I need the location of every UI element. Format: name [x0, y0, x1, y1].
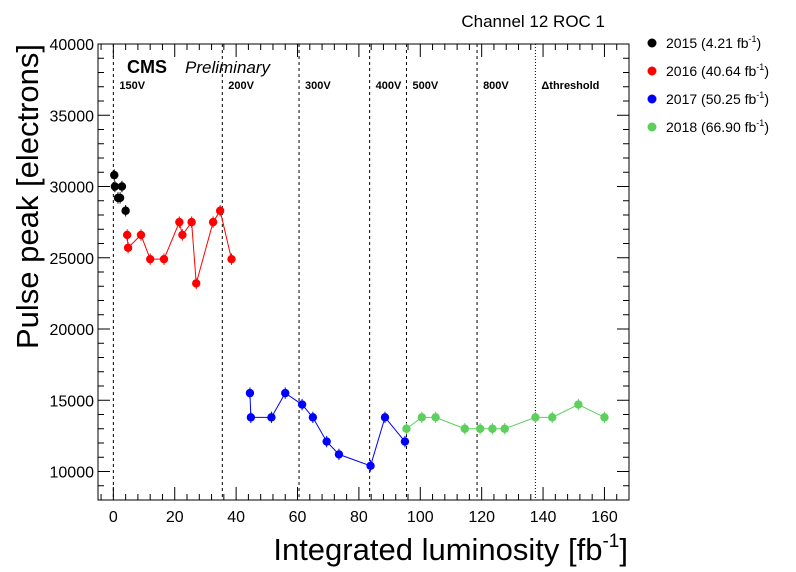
data-point — [123, 243, 133, 252]
data-point — [574, 400, 583, 409]
data-point — [187, 217, 196, 227]
data-point — [267, 413, 276, 422]
data-point — [600, 413, 609, 422]
y-tick-label: 30000 — [50, 180, 95, 197]
data-point — [488, 424, 497, 433]
series-2017 — [245, 387, 410, 472]
plot-frame — [97, 43, 630, 501]
data-point — [136, 230, 146, 240]
data-point — [322, 437, 331, 446]
data-point — [115, 193, 125, 203]
y-tick-label: 15000 — [50, 393, 95, 410]
x-tick-label: 100 — [407, 509, 434, 526]
y-axis-title: Pulse peak [electrons] — [10, 44, 45, 349]
legend-marker — [647, 122, 657, 132]
x-tick-label: 140 — [530, 509, 557, 526]
legend-entry: 2015 (4.21 fb-1) — [666, 34, 761, 51]
data-point — [431, 413, 440, 422]
x-tick-label: 20 — [166, 509, 184, 526]
data-point — [402, 424, 411, 433]
separator-label: 150V — [119, 80, 145, 92]
legend-entry: 2017 (50.25 fb-1) — [666, 90, 769, 107]
legend-marker — [647, 66, 657, 76]
legend-marker — [647, 38, 657, 48]
data-point — [208, 217, 218, 227]
data-point — [281, 388, 290, 398]
period-separators: 150V 200V 300V 400V 500V 800V Δthreshold — [112, 44, 599, 500]
legend: 2015 (4.21 fb-1) 2016 (40.64 fb-1) 2017 (5… — [647, 34, 769, 135]
data-point — [110, 170, 119, 180]
data-point — [145, 254, 155, 264]
y-axis: 10000 15000 20000 25000 30000 35000 40000 — [50, 37, 629, 501]
data-point — [175, 217, 184, 227]
data-point — [334, 450, 344, 459]
y-tick-label: 20000 — [50, 322, 95, 339]
separator-label: 800V — [483, 80, 509, 92]
y-tick-label: 10000 — [50, 465, 95, 482]
data-point — [245, 388, 255, 398]
data-point — [475, 424, 485, 433]
channel-label: Channel 12 ROC 1 — [461, 12, 605, 31]
data-point — [366, 461, 375, 470]
x-tick-label: 60 — [289, 509, 307, 526]
legend-entry: 2018 (66.90 fb-1) — [666, 118, 769, 135]
separator-label: 400V — [376, 80, 402, 92]
legend-entry: 2016 (40.64 fb-1) — [666, 62, 769, 79]
y-tick-label: 35000 — [50, 108, 95, 125]
data-point — [417, 413, 427, 422]
data-point — [117, 182, 127, 191]
data-series — [110, 169, 609, 472]
data-point — [122, 230, 132, 240]
separator-label: 500V — [412, 80, 438, 92]
series-2015 — [110, 169, 130, 217]
series-2018 — [402, 398, 609, 435]
series-2016 — [122, 205, 236, 290]
preliminary-label: Preliminary — [185, 58, 272, 77]
x-axis-title-unit-exponent: -1 — [602, 531, 619, 552]
x-tick-label: 120 — [468, 509, 495, 526]
x-axis-title: Integrated luminosity [fb-1] — [273, 531, 628, 567]
data-point — [500, 424, 509, 433]
series-line — [249, 392, 406, 467]
x-tick-label: 40 — [227, 509, 245, 526]
data-point — [308, 413, 318, 422]
separator-label: 300V — [305, 80, 331, 92]
x-tick-label: 160 — [591, 509, 618, 526]
x-tick-label: 0 — [109, 509, 118, 526]
data-point — [531, 413, 540, 422]
data-point — [548, 413, 557, 422]
data-point — [192, 279, 201, 288]
data-point — [159, 254, 169, 264]
data-point — [215, 206, 225, 215]
data-point — [460, 424, 469, 433]
legend-marker — [647, 94, 657, 104]
data-point — [178, 230, 187, 240]
data-point — [400, 437, 410, 446]
separator-label: 200V — [228, 80, 254, 92]
data-point — [121, 206, 130, 215]
data-point — [110, 182, 120, 191]
data-point — [297, 400, 307, 409]
cms-label: CMS — [127, 57, 167, 77]
data-point — [380, 413, 390, 422]
y-tick-label: 40000 — [50, 37, 95, 54]
data-point — [246, 413, 256, 422]
data-point — [227, 254, 236, 264]
y-tick-label: 25000 — [50, 251, 95, 268]
separator-label: Δthreshold — [541, 80, 599, 92]
x-tick-label: 80 — [350, 509, 368, 526]
x-axis: 0 20 40 60 80 100 120 140 160 — [100, 44, 630, 526]
